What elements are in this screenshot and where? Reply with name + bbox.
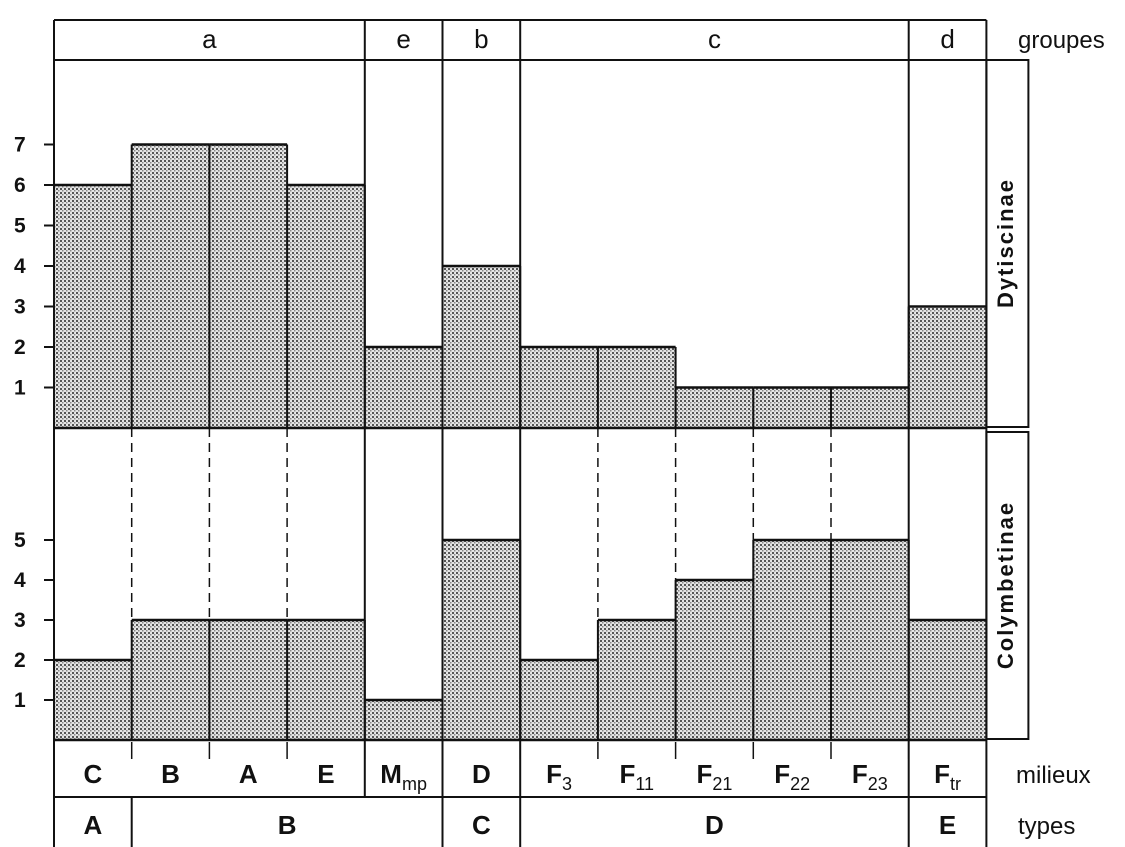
colymbetinae-bar-Mmp (364, 700, 443, 740)
dytiscinae-bar-F22 (753, 387, 831, 428)
milieu-label: Ftr (934, 759, 961, 794)
milieux-row-label: milieux (1016, 762, 1091, 789)
colymbetinae-ytick-label: 1 (14, 689, 26, 712)
milieu-label: D (472, 759, 491, 789)
groupe-label-c: c (708, 24, 721, 54)
dytiscinae-ytick-label: 5 (14, 215, 26, 238)
dytiscinae-bar-C (54, 185, 132, 428)
colymbetinae-ytick-label: 4 (14, 569, 26, 592)
dytiscinae-label-box (985, 59, 1030, 428)
colymbetinae-bar-Ftr (908, 620, 987, 740)
dytiscinae-bar-E (287, 185, 365, 428)
milieu-label: F21 (696, 759, 732, 794)
dytiscinae-ytick-label: 3 (14, 296, 26, 319)
milieu-label: F3 (546, 759, 572, 794)
colymbetinae-bar-D (442, 540, 521, 740)
dytiscinae-label: Dytiscinae (993, 178, 1018, 308)
dytiscinae-bar-F21 (675, 387, 754, 428)
milieu-label: F23 (852, 759, 888, 794)
dytiscinae-ytick-label: 7 (14, 134, 26, 157)
groupe-label-e: e (396, 24, 410, 54)
colymbetinae-ytick-label: 5 (14, 529, 26, 552)
colymbetinae-bar-E (287, 620, 365, 740)
dytiscinae-bar-F3 (520, 347, 598, 428)
milieu-label: C (83, 759, 102, 789)
colymbetinae-bar-C (54, 660, 132, 740)
type-label-B: B (278, 810, 297, 840)
colymbetinae-bar-F23 (831, 540, 909, 740)
milieu-label: Mmp (380, 759, 427, 794)
type-label-E: E (939, 810, 956, 840)
milieu-label: E (317, 759, 334, 789)
milieu-label: B (161, 759, 180, 789)
groupe-label-b: b (474, 24, 488, 54)
dytiscinae-bar-B (131, 144, 210, 428)
dytiscinae-bar-Ftr (908, 306, 987, 428)
colymbetinae-bar-F11 (597, 620, 676, 740)
type-label-D: D (705, 810, 724, 840)
dytiscinae-bar-F11 (597, 347, 676, 428)
milieu-label: F11 (619, 759, 654, 794)
dytiscinae-ytick-label: 1 (14, 377, 26, 400)
dytiscinae-bar-A (209, 144, 288, 428)
colymbetinae-label-box (985, 431, 1030, 740)
type-label-C: C (472, 810, 491, 840)
colymbetinae-ytick-label: 3 (14, 609, 26, 632)
dytiscinae-bar-F23 (831, 387, 909, 428)
dytiscinae-ytick-label: 2 (14, 336, 26, 359)
dytiscinae-bar-Mmp (364, 347, 443, 428)
groupe-label-a: a (202, 24, 217, 54)
milieu-label: F22 (774, 759, 810, 794)
types-row-label: types (1018, 813, 1075, 840)
colymbetinae-bar-F3 (520, 660, 598, 740)
colymbetinae-label: Colymbetinae (993, 501, 1018, 669)
milieu-label: A (239, 759, 258, 789)
dytiscinae-ytick-label: 4 (14, 255, 26, 278)
colymbetinae-bar-B (131, 620, 210, 740)
groupe-label-d: d (940, 24, 954, 54)
dytiscinae-bar-D (442, 266, 521, 428)
type-label-A: A (83, 810, 102, 840)
groupes-row-label: groupes (1018, 27, 1105, 54)
colymbetinae-bar-A (209, 620, 288, 740)
dytiscinae-ytick-label: 6 (14, 174, 26, 197)
colymbetinae-ytick-label: 2 (14, 649, 26, 672)
colymbetinae-bar-F22 (753, 540, 831, 740)
colymbetinae-bar-F21 (675, 580, 754, 740)
